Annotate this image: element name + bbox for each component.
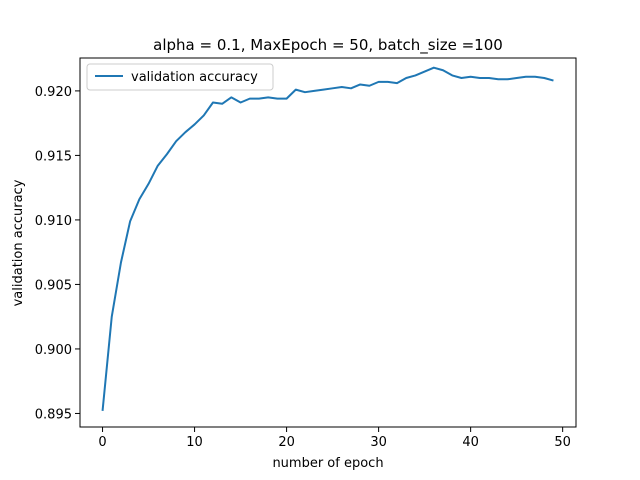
y-tick-label: 0.900 (35, 343, 72, 358)
plot-area (79, 57, 577, 428)
x-tick-label: 20 (278, 435, 295, 450)
y-tick-label: 0.895 (35, 407, 72, 422)
legend-label: validation accuracy (131, 70, 258, 85)
axes-frame (79, 57, 577, 428)
legend-box (86, 63, 274, 91)
x-tick-label: 40 (462, 435, 479, 450)
y-tick-label: 0.915 (35, 149, 72, 164)
y-tick-label: 0.920 (35, 85, 72, 100)
x-tick-label: 50 (554, 435, 571, 450)
x-tick-label: 0 (98, 435, 106, 450)
y-tick-label: 0.905 (35, 278, 72, 293)
x-axis-title: number of epoch (272, 456, 383, 471)
x-tick-label: 30 (370, 435, 387, 450)
x-tick-label: 10 (186, 435, 203, 450)
y-axis: 0.895 0.900 0.905 0.910 0.915 0.920 (35, 85, 80, 422)
y-axis-title: validation accuracy (11, 179, 26, 306)
chart-title: alpha = 0.1, MaxEpoch = 50, batch_size =… (153, 36, 503, 55)
series-line-0 (101, 66, 554, 411)
x-axis: 0 10 20 30 40 50 (98, 427, 571, 450)
y-tick-label: 0.910 (35, 214, 72, 229)
legend: validation accuracy (86, 63, 274, 91)
